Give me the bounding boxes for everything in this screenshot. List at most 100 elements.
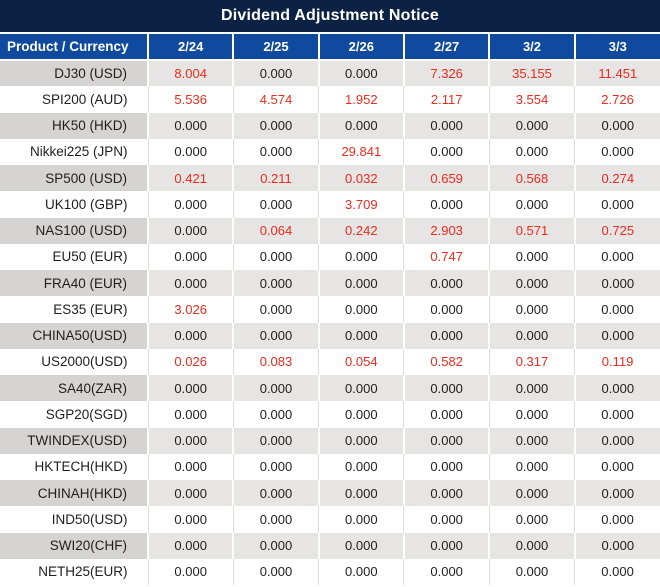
table-row: CHINAH(HKD) 0.000 0.000 0.000 0.000 0.000 0.00…: [0, 480, 660, 507]
value-cell: 0.421: [148, 165, 235, 192]
value-cell: 0.000: [318, 112, 405, 139]
value-cell: 0.317: [489, 348, 576, 375]
value-cell: 0.000: [318, 532, 405, 559]
product-cell: SA40(ZAR): [0, 375, 149, 402]
value-cell: 0.000: [489, 401, 576, 428]
value-cell: 0.582: [403, 348, 490, 375]
product-cell: SP500 (USD): [0, 165, 149, 192]
value-cell: 0.064: [233, 217, 320, 244]
value-cell: 0.000: [574, 270, 660, 297]
value-cell: 0.000: [148, 243, 234, 270]
value-cell: 0.000: [574, 138, 660, 165]
value-cell: 0.000: [233, 296, 320, 323]
value-cell: 2.117: [403, 86, 490, 113]
product-cell: SPI200 (AUD): [0, 86, 149, 113]
dividend-table: Product / Currency 2/24 2/25 2/26 2/27 3…: [0, 34, 660, 585]
value-cell: 0.000: [233, 243, 320, 270]
table-row: ES35 (EUR) 3.026 0.000 0.000 0.000 0.000 0.000: [0, 296, 660, 323]
value-cell: 0.000: [233, 427, 320, 454]
value-cell: 0.000: [148, 138, 234, 165]
value-cell: 0.000: [148, 532, 235, 559]
value-cell: 0.000: [489, 270, 576, 297]
value-cell: 3.709: [318, 191, 405, 218]
value-cell: 3.026: [148, 296, 234, 323]
table-row: Nikkei225 (JPN) 0.000 0.000 29.841 0.000 0.00…: [0, 138, 660, 165]
value-cell: 0.274: [574, 165, 660, 192]
value-cell: 0.000: [233, 453, 320, 480]
value-cell: 0.000: [148, 427, 235, 454]
value-cell: 0.000: [318, 322, 405, 349]
value-cell: 0.000: [148, 217, 235, 244]
value-cell: 0.000: [148, 191, 234, 218]
value-cell: 5.536: [148, 86, 234, 113]
value-cell: 0.000: [489, 480, 576, 507]
header-date-6: 3/3: [574, 34, 660, 61]
value-cell: 0.000: [148, 270, 235, 297]
value-cell: 0.000: [318, 243, 405, 270]
table-row: US2000(USD) 0.026 0.083 0.054 0.582 0.317 0.11…: [0, 348, 660, 375]
value-cell: 0.083: [233, 348, 320, 375]
table-body: DJ30 (USD) 8.004 0.000 0.000 7.326 35.155 11.4…: [0, 60, 660, 585]
value-cell: 0.000: [574, 480, 660, 507]
value-cell: 0.000: [403, 112, 491, 139]
value-cell: 0.000: [574, 191, 660, 218]
value-cell: 0.000: [574, 558, 660, 585]
value-cell: 35.155: [489, 60, 576, 87]
product-cell: DJ30 (USD): [0, 60, 149, 87]
value-cell: 8.004: [148, 60, 235, 87]
value-cell: 0.119: [574, 348, 660, 375]
value-cell: 0.659: [403, 165, 491, 192]
product-cell: TWINDEX(USD): [0, 427, 149, 454]
value-cell: 0.000: [489, 138, 576, 165]
value-cell: 0.000: [403, 532, 491, 559]
table-row: SGP20(SGD) 0.000 0.000 0.000 0.000 0.000 0.000: [0, 401, 660, 428]
value-cell: 0.000: [403, 427, 491, 454]
product-cell: CHINAH(HKD): [0, 480, 149, 507]
value-cell: 3.554: [489, 86, 576, 113]
value-cell: 0.000: [403, 558, 490, 585]
value-cell: 0.000: [489, 191, 576, 218]
value-cell: 0.000: [148, 112, 235, 139]
value-cell: 0.000: [489, 427, 576, 454]
product-cell: HKTECH(HKD): [0, 453, 149, 480]
value-cell: 0.000: [489, 243, 576, 270]
value-cell: 0.000: [233, 60, 320, 87]
value-cell: 0.000: [574, 453, 660, 480]
value-cell: 0.000: [574, 532, 660, 559]
value-cell: 0.000: [318, 506, 405, 533]
value-cell: 0.000: [233, 191, 320, 218]
product-cell: UK100 (GBP): [0, 191, 149, 218]
header-date-5: 3/2: [489, 34, 576, 61]
value-cell: 0.000: [233, 138, 320, 165]
product-cell: FRA40 (EUR): [0, 270, 149, 297]
value-cell: 0.000: [233, 270, 320, 297]
value-cell: 0.000: [318, 60, 405, 87]
header-date-2: 2/25: [233, 34, 320, 61]
table-row: SP500 (USD) 0.421 0.211 0.032 0.659 0.568 0.27…: [0, 165, 660, 192]
value-cell: 0.000: [148, 480, 235, 507]
value-cell: 0.000: [574, 506, 660, 533]
table-row: IND50(USD) 0.000 0.000 0.000 0.000 0.000 0.000: [0, 506, 660, 533]
header-row: Product / Currency 2/24 2/25 2/26 2/27 3…: [0, 34, 660, 61]
value-cell: 0.000: [233, 558, 320, 585]
product-cell: HK50 (HKD): [0, 112, 149, 139]
header-date-3: 2/26: [318, 34, 405, 61]
table-row: CHINA50(USD) 0.000 0.000 0.000 0.000 0.000 0.0…: [0, 322, 660, 349]
value-cell: 29.841: [318, 138, 405, 165]
value-cell: 0.000: [489, 453, 576, 480]
value-cell: 0.000: [233, 401, 320, 428]
table-row: SA40(ZAR) 0.000 0.000 0.000 0.000 0.000 0.000: [0, 375, 660, 402]
product-cell: IND50(USD): [0, 506, 149, 533]
value-cell: 0.000: [403, 401, 490, 428]
table-row: HK50 (HKD) 0.000 0.000 0.000 0.000 0.000 0.000: [0, 112, 660, 139]
product-cell: CHINA50(USD): [0, 322, 149, 349]
table-row: TWINDEX(USD) 0.000 0.000 0.000 0.000 0.000 0.0…: [0, 427, 660, 454]
value-cell: 0.000: [318, 427, 405, 454]
value-cell: 0.000: [403, 375, 491, 402]
value-cell: 0.000: [233, 480, 320, 507]
table-row: NETH25(EUR) 0.000 0.000 0.000 0.000 0.000 0.00…: [0, 558, 660, 585]
value-cell: 0.000: [403, 191, 490, 218]
header-date-4: 2/27: [403, 34, 491, 61]
value-cell: 2.903: [403, 217, 491, 244]
